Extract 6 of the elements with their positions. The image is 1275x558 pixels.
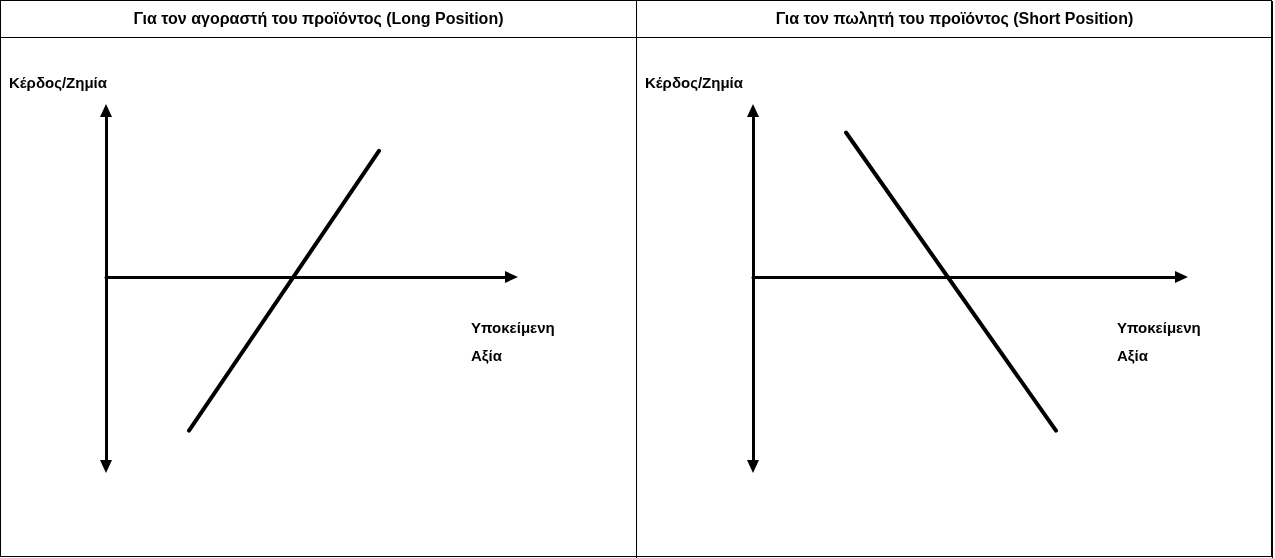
chart-title: Για τον αγοραστή του προϊόντος (Long Position) bbox=[1, 1, 636, 38]
x-axis-title: Υποκείμενη Αξία bbox=[1117, 318, 1202, 366]
y-axis-title: Κέρδος/Ζημία bbox=[9, 74, 107, 91]
chart-title: Για τον πωλητή του προϊόντος (Short Position) bbox=[637, 1, 1272, 38]
x-axis-title: Υποκείμενη Αξία bbox=[471, 318, 556, 366]
y-axis-title: Κέρδος/Ζημία bbox=[645, 74, 743, 91]
